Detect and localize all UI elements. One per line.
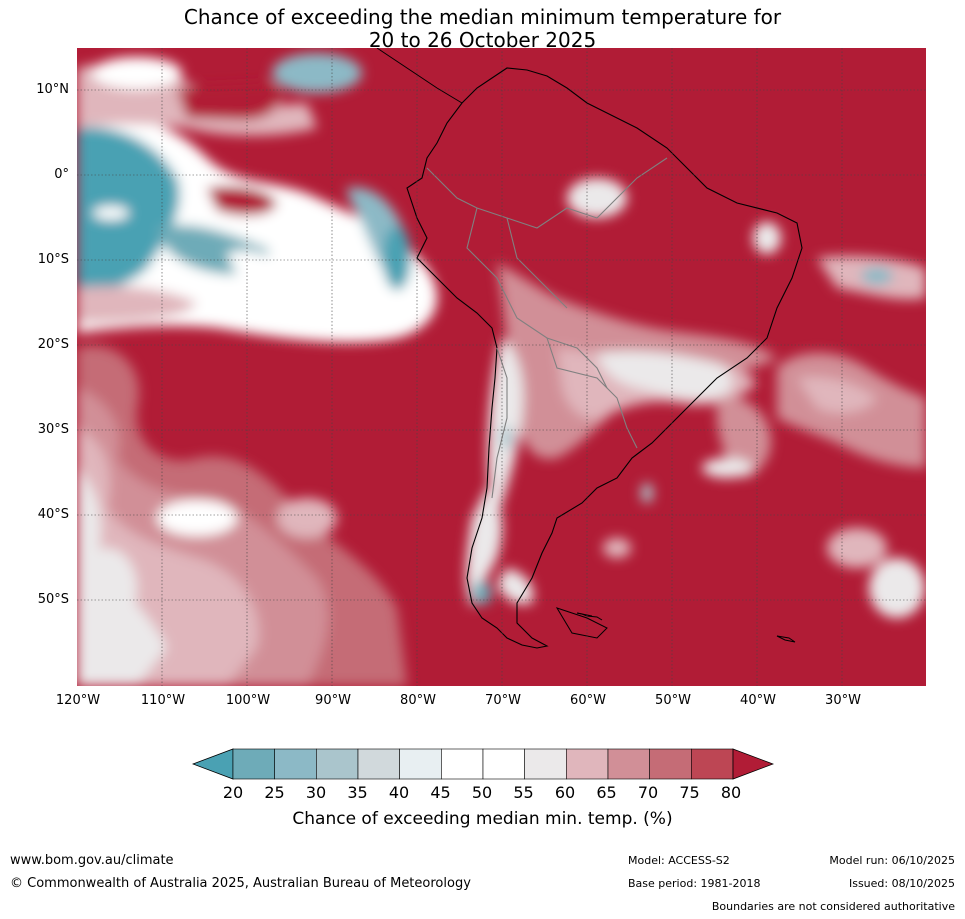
colorbar-label: Chance of exceeding median min. temp. (%… bbox=[292, 809, 673, 829]
lon-label-110w: 110°W bbox=[140, 693, 186, 708]
central-america-coastline bbox=[376, 48, 463, 104]
lon-label-50w: 50°W bbox=[655, 693, 691, 708]
colorbar-tick-60: 60 bbox=[554, 783, 576, 802]
country-borders bbox=[426, 157, 668, 499]
colorbar-segment bbox=[316, 748, 359, 780]
colorbar-tick-55: 55 bbox=[513, 783, 534, 802]
colorbar-tick-80: 80 bbox=[720, 783, 742, 802]
colorbar-tick-25: 25 bbox=[264, 783, 285, 802]
colorbar-tick-50: 50 bbox=[471, 783, 493, 802]
colorbar-segment bbox=[566, 748, 609, 780]
graticule bbox=[77, 48, 926, 686]
colorbar-segment bbox=[399, 748, 442, 780]
lat-label-0: 0° bbox=[54, 167, 69, 182]
model-run-date: Model run: 06/10/2025 bbox=[829, 854, 955, 867]
colorbar-segment bbox=[274, 748, 317, 780]
lon-label-100w: 100°W bbox=[225, 693, 271, 708]
probability-map bbox=[77, 48, 926, 686]
lon-label-90w: 90°W bbox=[315, 693, 351, 708]
colorbar-tick-30: 30 bbox=[305, 783, 327, 802]
bom-url: www.bom.gov.au/climate bbox=[10, 853, 174, 868]
colorbar-segment bbox=[357, 748, 400, 780]
lon-label-40w: 40°W bbox=[740, 693, 776, 708]
issued-date: Issued: 08/10/2025 bbox=[848, 877, 955, 890]
colorbar-segment bbox=[441, 748, 484, 780]
lon-label-80w: 80°W bbox=[400, 693, 436, 708]
colorbar-tick-65: 65 bbox=[596, 783, 617, 802]
colorbar-tick-20: 20 bbox=[222, 783, 244, 802]
colorbar-tick-40: 40 bbox=[388, 783, 410, 802]
probability-fields bbox=[77, 53, 926, 686]
colorbar-segment bbox=[649, 748, 692, 780]
map-title-line-2: 20 to 26 October 2025 bbox=[368, 28, 597, 52]
map-title-line-1: Chance of exceeding the median minimum t… bbox=[183, 5, 782, 29]
colorbar-tick-70: 70 bbox=[637, 783, 659, 802]
base-period: Base period: 1981-2018 bbox=[628, 877, 761, 890]
colorbar bbox=[192, 748, 774, 780]
colorbar-high-arrow bbox=[732, 748, 774, 780]
lat-label-10s: 10°S bbox=[37, 252, 69, 267]
lon-label-60w: 60°W bbox=[570, 693, 606, 708]
colorbar-segment bbox=[691, 748, 734, 780]
south-georgia bbox=[776, 635, 796, 643]
lon-label-30w: 30°W bbox=[825, 693, 861, 708]
colorbar-low-arrow bbox=[192, 748, 234, 780]
colorbar-segment bbox=[232, 748, 275, 780]
lat-label-40s: 40°S bbox=[37, 507, 69, 522]
lat-label-30s: 30°S bbox=[37, 422, 69, 437]
lon-label-70w: 70°W bbox=[485, 693, 521, 708]
colorbar-segment bbox=[524, 748, 567, 780]
lon-label-120w: 120°W bbox=[55, 693, 101, 708]
colorbar-tick-45: 45 bbox=[430, 783, 451, 802]
colorbar-segment bbox=[607, 748, 650, 780]
colorbar-tick-75: 75 bbox=[679, 783, 700, 802]
lat-label-50s: 50°S bbox=[37, 592, 69, 607]
colorbar-tick-35: 35 bbox=[347, 783, 368, 802]
south-america-coastline bbox=[406, 67, 803, 649]
lat-label-10n: 10°N bbox=[36, 82, 69, 97]
copyright-notice: © Commonwealth of Australia 2025, Austra… bbox=[10, 876, 471, 891]
model-name: Model: ACCESS-S2 bbox=[628, 854, 730, 867]
colorbar-segment bbox=[482, 748, 525, 780]
lat-label-20s: 20°S bbox=[37, 337, 69, 352]
boundary-disclaimer: Boundaries are not considered authoritat… bbox=[711, 900, 955, 913]
